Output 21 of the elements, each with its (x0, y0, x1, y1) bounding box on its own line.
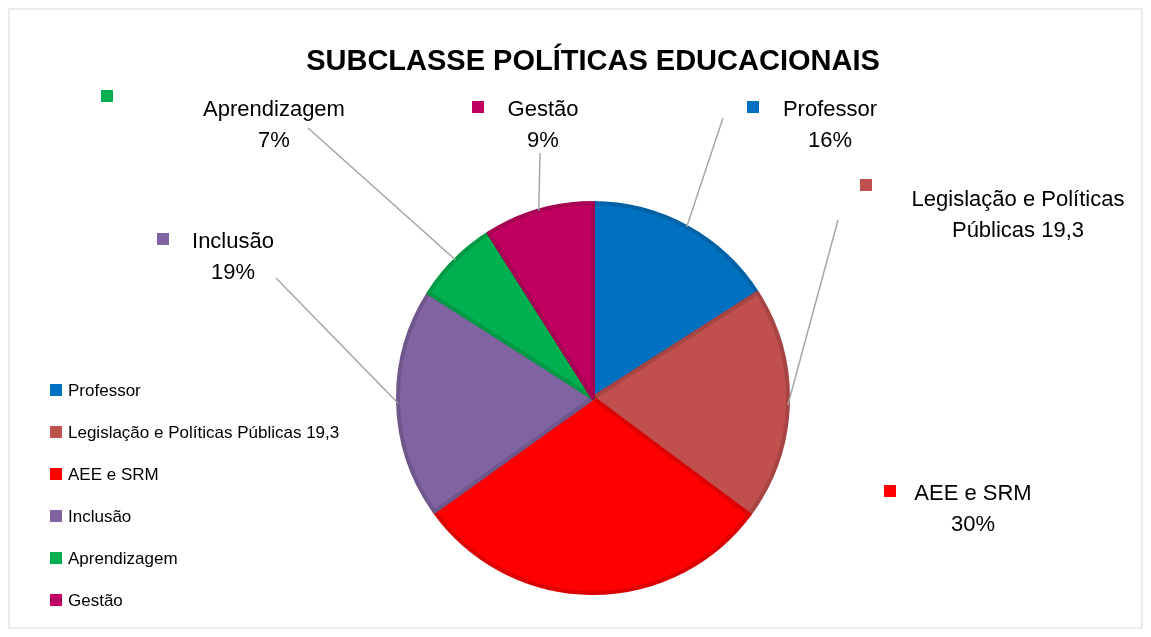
data-label: 30% (950, 511, 996, 536)
legend-label: AEE e SRM (914, 480, 1032, 505)
slice-label: Aprendizagem (203, 96, 345, 121)
pie-slice (486, 201, 595, 400)
pie-slice (432, 396, 752, 595)
data-label: 7% (258, 127, 290, 152)
category-label: Legislação e Políticas Públicas 19,3 (68, 423, 340, 442)
data-label: 19% (210, 259, 256, 284)
legend-label: Professor (782, 96, 878, 121)
category-label: Professor (68, 381, 141, 400)
legend-label: Legislação e Políticas Públicas 19,3 (911, 186, 1125, 242)
legend-label: Gestão (507, 96, 579, 121)
data-label: 16% (807, 127, 853, 152)
pie-slice (396, 291, 595, 514)
data-label: 9% (527, 127, 559, 152)
category-label: AEE e SRM (68, 465, 159, 484)
category-label: Inclusão (68, 507, 132, 526)
category-label: Gestão (68, 591, 123, 610)
legend-label: Aprendizagem (68, 549, 178, 568)
legend-label: Inclusão (192, 228, 274, 253)
chart-title: SUBCLASSE POLÍTICAS EDUCACIONAIS (306, 43, 880, 76)
